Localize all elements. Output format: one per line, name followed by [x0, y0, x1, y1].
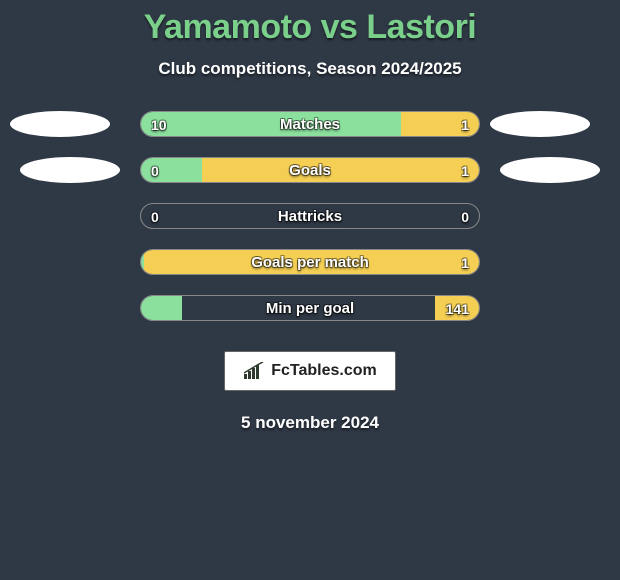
bar-track: 0 Hattricks 0: [140, 203, 480, 229]
player-oval-left: [20, 157, 120, 183]
player-oval-left: [10, 111, 110, 137]
bar-label: Hattricks: [141, 204, 479, 229]
page-title: Yamamoto vs Lastori: [0, 8, 620, 47]
bar-value-right: 141: [446, 296, 469, 321]
bar-value-left: 0: [151, 204, 159, 229]
bar-value-right: 0: [461, 204, 469, 229]
bar-value-right: 1: [461, 112, 469, 137]
bar-value-left: 10: [151, 112, 167, 137]
bar-track: 0 Goals 1: [140, 157, 480, 183]
bar-label: Min per goal: [141, 296, 479, 321]
comparison-panel: Yamamoto vs Lastori Club competitions, S…: [0, 0, 620, 433]
bar-track: Goals per match 1: [140, 249, 480, 275]
bar-right-fill: [144, 250, 479, 274]
player-oval-right: [490, 111, 590, 137]
brand-label: FcTables.com: [271, 362, 377, 380]
bar-right-fill: [202, 158, 479, 182]
stat-row: Min per goal 141: [0, 295, 620, 321]
brand-chart-icon: [243, 362, 265, 380]
subtitle: Club competitions, Season 2024/2025: [0, 59, 620, 79]
stat-row: Goals per match 1: [0, 249, 620, 275]
bar-track: 10 Matches 1: [140, 111, 480, 137]
stat-row: 0 Goals 1: [0, 157, 620, 183]
bar-track: Min per goal 141: [140, 295, 480, 321]
player-oval-right: [500, 157, 600, 183]
brand-box[interactable]: FcTables.com: [224, 351, 396, 391]
bar-left-fill: [141, 296, 182, 320]
date-label: 5 november 2024: [0, 413, 620, 433]
bar-left-fill: [141, 112, 401, 136]
stat-row: 0 Hattricks 0: [0, 203, 620, 229]
stat-bars: 10 Matches 1 0 Goals 1 0 Ha: [0, 111, 620, 321]
bar-value-right: 1: [461, 158, 469, 183]
stat-row: 10 Matches 1: [0, 111, 620, 137]
bar-value-right: 1: [461, 250, 469, 275]
bar-value-left: 0: [151, 158, 159, 183]
